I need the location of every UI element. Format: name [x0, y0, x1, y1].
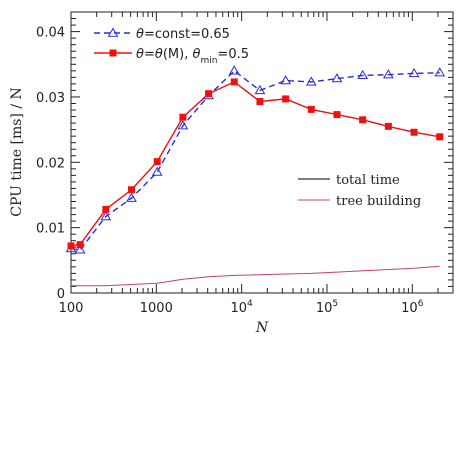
- x-tick-label: 104: [231, 299, 254, 316]
- triangle-marker: [357, 69, 369, 80]
- legend-text-part: =0.5: [217, 47, 249, 62]
- x-tick-label-exponent: 4: [247, 299, 253, 309]
- square-marker: [230, 78, 238, 86]
- legend-label-const: θ=const=0.65: [136, 27, 230, 42]
- square-marker: [153, 158, 161, 166]
- triangle-marker: [74, 244, 86, 254]
- legend-text-part: =: [144, 47, 155, 62]
- legend-text-part: (M),: [163, 47, 193, 62]
- y-tick-label: 0.02: [36, 156, 65, 171]
- x-tick-label-exponent: 5: [332, 299, 338, 309]
- series-line-2: [71, 265, 440, 287]
- legend-text-part: min: [200, 56, 217, 66]
- y-axis-title: CPU time [ms] / N: [9, 87, 25, 217]
- square-marker: [67, 242, 75, 250]
- square-marker: [436, 133, 444, 141]
- square-marker: [76, 241, 84, 249]
- y-tick-label: 0.03: [36, 91, 65, 106]
- legend-markers: θ=const=0.65θ=θ(M), θmin=0.5: [94, 27, 249, 66]
- plot-frame: [70, 11, 454, 294]
- legend-style-label: tree building: [336, 194, 421, 209]
- x-tick-label: 106: [401, 299, 424, 316]
- legend-text-part: =const=0.65: [144, 27, 230, 42]
- square-marker: [205, 90, 213, 98]
- series-line-1: [70, 81, 440, 247]
- x-tick-label: 1000: [140, 301, 173, 316]
- triangle-marker: [434, 67, 446, 77]
- square-marker: [128, 186, 136, 194]
- triangle-marker: [228, 65, 240, 75]
- square-marker: [179, 113, 187, 121]
- square-marker: [256, 98, 264, 106]
- square-marker: [282, 95, 290, 103]
- square-marker: [307, 105, 315, 113]
- triangle-marker: [331, 73, 343, 83]
- axis-ticks: 100 1000 104 105 106 0 0.01 0.02 0.03 0.04: [36, 12, 454, 316]
- x-tick-label-exponent: 6: [418, 299, 424, 309]
- legend-text-part: θ: [136, 47, 144, 62]
- square-marker: [410, 128, 418, 136]
- square-marker: [384, 122, 392, 130]
- square-marker: [359, 116, 367, 124]
- legend-text-part: θ: [192, 47, 200, 62]
- triangle-marker: [151, 166, 163, 176]
- y-tick-label: 0: [57, 287, 65, 302]
- legend-label-adaptive: θ=θ(M), θmin=0.5: [136, 47, 249, 66]
- legend-text-part: θ: [155, 47, 163, 62]
- series-line-0: [70, 69, 440, 251]
- triangle-marker: [177, 120, 189, 130]
- triangle-marker: [254, 84, 266, 95]
- markers-group: [65, 65, 446, 254]
- legend-marker-const: [107, 27, 119, 37]
- y-tick-label: 0.04: [36, 26, 65, 41]
- y-tick-label: 0.01: [36, 222, 65, 237]
- legend-theta: θ: [136, 27, 144, 42]
- triangle-marker: [305, 76, 317, 86]
- triangle-marker: [126, 192, 137, 202]
- triangle-marker: [280, 75, 291, 85]
- x-tick-label: 105: [316, 299, 338, 316]
- legend-line-styles: total time tree building: [298, 173, 421, 209]
- square-marker: [102, 205, 110, 213]
- square-marker: [333, 111, 341, 119]
- triangle-marker: [100, 211, 112, 221]
- legend-marker-adaptive: [109, 49, 117, 57]
- triangle-marker: [382, 69, 394, 79]
- x-tick-label: 100: [59, 301, 84, 316]
- triangle-marker: [408, 67, 420, 78]
- legend-style-label: total time: [336, 173, 400, 188]
- series-group: [70, 69, 440, 287]
- x-axis-title: N: [255, 320, 269, 336]
